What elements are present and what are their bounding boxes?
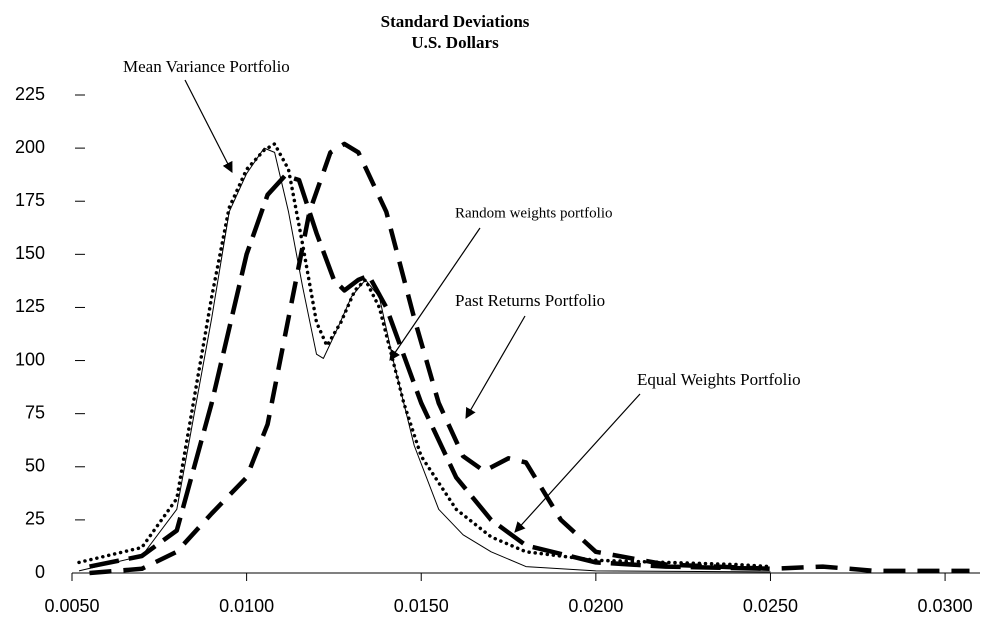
annotation: Mean Variance Portfolio <box>123 57 290 76</box>
chart-subtitle: U.S. Dollars <box>411 33 499 52</box>
annotation-arrow <box>514 393 641 533</box>
x-tick-label: 0.0200 <box>568 596 623 616</box>
series-line <box>78 147 771 573</box>
x-tick-label: 0.0150 <box>394 596 449 616</box>
y-tick-label: 125 <box>15 296 45 316</box>
y-tick-label: 150 <box>15 243 45 263</box>
x-tick-label: 0.0250 <box>743 596 798 616</box>
x-tick-label: 0.0100 <box>219 596 274 616</box>
y-tick-label: 0 <box>35 562 45 582</box>
annotation: Past Returns Portfolio <box>455 291 605 310</box>
x-tick-label: 0.0300 <box>918 596 973 616</box>
x-tick-label: 0.0050 <box>44 596 99 616</box>
y-tick-label: 25 <box>25 509 45 529</box>
y-tick-label: 50 <box>25 456 45 476</box>
y-tick-label: 100 <box>15 349 45 369</box>
series-line <box>89 173 771 572</box>
y-tick-label: 75 <box>25 402 45 422</box>
y-tick-label: 175 <box>15 190 45 210</box>
annotation: Equal Weights Portfolio <box>637 370 801 389</box>
y-tick-label: 225 <box>15 84 45 104</box>
y-tick-label: 200 <box>15 137 45 157</box>
chart-title: Standard Deviations <box>381 12 530 31</box>
annotation-arrow <box>184 79 233 173</box>
annotation-arrow <box>389 227 481 361</box>
annotation: Random weights portfolio <box>455 205 613 221</box>
annotation-arrow <box>465 315 526 419</box>
series-line <box>77 142 773 569</box>
